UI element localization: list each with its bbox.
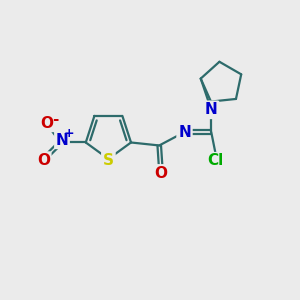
Text: +: + — [64, 127, 74, 140]
Text: N: N — [56, 133, 68, 148]
Text: O: O — [154, 166, 167, 181]
Text: N: N — [205, 102, 217, 117]
Text: -: - — [52, 112, 58, 127]
Text: N: N — [178, 124, 191, 140]
Text: Cl: Cl — [208, 153, 224, 168]
Text: S: S — [103, 153, 114, 168]
Text: O: O — [40, 116, 54, 131]
Text: O: O — [37, 153, 50, 168]
